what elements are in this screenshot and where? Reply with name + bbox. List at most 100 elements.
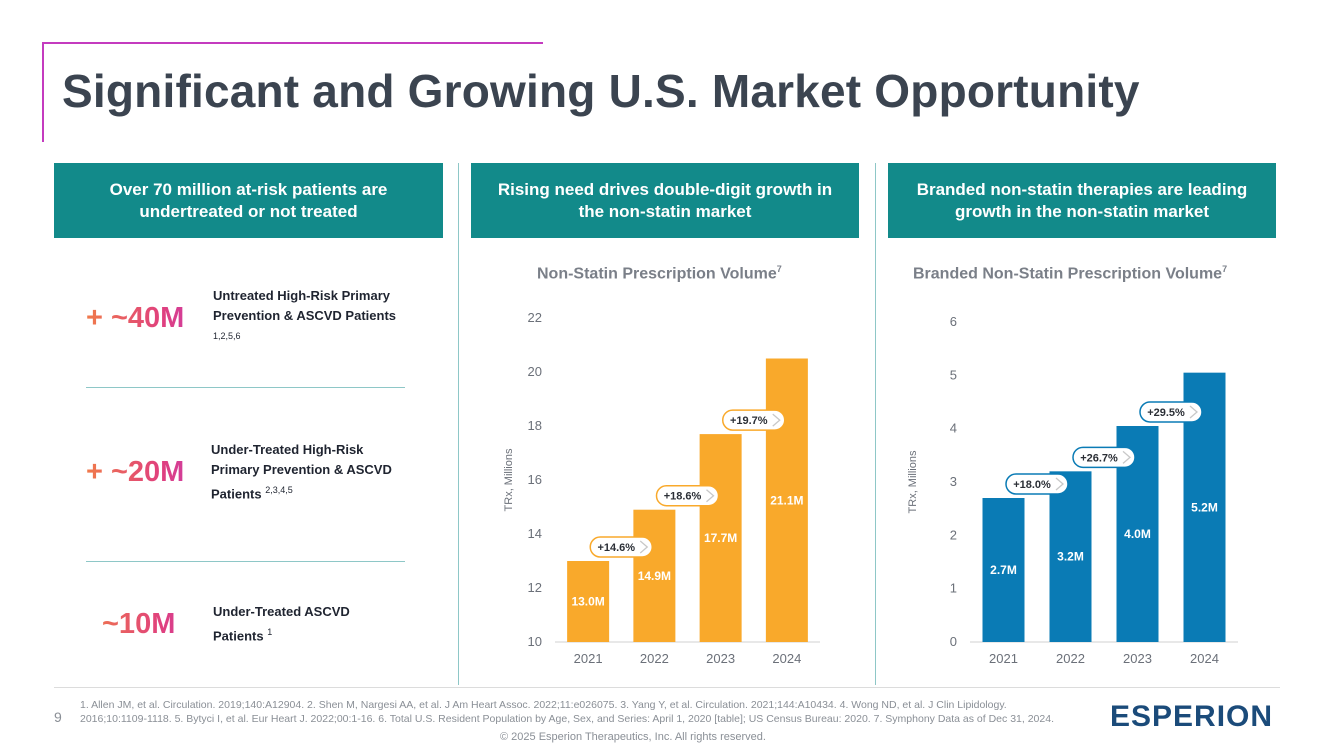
y-tick-label: 16 (528, 472, 542, 487)
title-accent-bar (42, 42, 44, 142)
growth-label: +26.7% (1080, 452, 1118, 464)
chevron-right-icon (772, 413, 781, 427)
page-number: 9 (54, 709, 62, 725)
left-panel-header: Over 70 million at-risk patients are und… (54, 163, 443, 238)
x-tick-label: 2021 (989, 651, 1018, 666)
y-tick-label: 5 (950, 367, 957, 382)
panel-divider-1 (458, 163, 459, 685)
data-label: 5.2M (1191, 500, 1218, 514)
bar-2021 (982, 498, 1025, 642)
footnotes: 1. Allen JM, et al. Circulation. 2019;14… (80, 699, 1054, 725)
stat-label: Under-Treated ASCVD Patients 1 (213, 602, 403, 646)
growth-callout: +26.7% (1072, 446, 1136, 469)
stat-undertreated-prevention: + ~20M Under-Treated High-Risk Primary P… (86, 440, 416, 504)
y-tick-label: 2 (950, 527, 957, 542)
growth-label: +19.7% (730, 415, 768, 427)
stat-undertreated-ascvd: ~10M Under-Treated ASCVD Patients 1 (86, 602, 416, 646)
growth-callout: +18.6% (655, 484, 720, 507)
bar-2024 (765, 358, 808, 642)
x-tick-label: 2024 (772, 651, 801, 666)
data-label: 2.7M (990, 563, 1017, 577)
esperion-logo: ESPERION (1110, 700, 1274, 733)
y-tick-label: 22 (528, 310, 542, 325)
stat-divider-2 (86, 561, 405, 562)
data-label: 4.0M (1124, 527, 1151, 541)
title-accent-line (42, 42, 543, 44)
middle-panel-header: Rising need drives double-digit growth i… (471, 163, 859, 238)
bar-2022 (1049, 471, 1092, 642)
y-tick-label: 0 (950, 634, 957, 649)
y-axis-label: TRx, Millions (503, 448, 515, 511)
stat-value: + ~40M (86, 302, 213, 335)
y-tick-label: 6 (950, 314, 957, 329)
y-tick-label: 12 (528, 580, 542, 595)
y-tick-label: 20 (528, 364, 542, 379)
x-tick-label: 2022 (640, 651, 669, 666)
stat-label: Under-Treated High-Risk Primary Preventi… (211, 440, 401, 504)
growth-callout: +29.5% (1139, 401, 1203, 423)
chevron-right-icon (639, 540, 649, 554)
right-panel-header: Branded non-statin therapies are leading… (888, 163, 1276, 238)
growth-label: +29.5% (1147, 407, 1185, 419)
stat-label-text: Under-Treated ASCVD Patients (213, 604, 350, 644)
x-tick-label: 2021 (574, 651, 603, 666)
y-tick-label: 3 (950, 474, 957, 489)
copyright: © 2025 Esperion Therapeutics, Inc. All r… (500, 731, 766, 743)
y-tick-label: 10 (528, 634, 542, 649)
growth-callout-box (1072, 446, 1136, 469)
chevron-right-icon (706, 489, 715, 503)
growth-label: +14.6% (597, 542, 635, 554)
chevron-right-icon (1189, 405, 1198, 419)
data-label: 3.2M (1057, 550, 1084, 564)
stat-value: + ~20M (86, 456, 211, 489)
stat-label: Untreated High-Risk Primary Prevention &… (213, 286, 413, 350)
growth-callout-box (655, 484, 720, 507)
growth-label: +18.6% (664, 491, 702, 503)
growth-callout-box (1139, 401, 1203, 423)
bar-2021 (567, 561, 610, 642)
chart1-title: Non-Statin Prescription Volume7 (537, 264, 782, 283)
data-label: 13.0M (571, 595, 604, 609)
data-label: 14.9M (638, 569, 671, 583)
y-tick-label: 1 (950, 581, 957, 596)
y-tick-label: 18 (528, 418, 542, 433)
chart2-title-text: Branded Non-Statin Prescription Volume (913, 265, 1223, 283)
stat-value: ~10M (86, 608, 213, 641)
chart1-title-text: Non-Statin Prescription Volume (537, 265, 777, 283)
page-title: Significant and Growing U.S. Market Oppo… (62, 65, 1140, 117)
chart2-title-ref: 7 (1222, 264, 1228, 274)
growth-callout: +18.0% (1005, 473, 1069, 495)
growth-callout-box (589, 536, 653, 558)
stat-label-text: Untreated High-Risk Primary Prevention &… (213, 288, 397, 323)
data-label: 21.1M (770, 493, 803, 507)
growth-callout: +14.6% (589, 536, 653, 558)
growth-callout-box (722, 409, 786, 431)
panel-divider-2 (875, 163, 876, 685)
stat-refs: 1 (267, 627, 273, 637)
footer-rule (54, 687, 1280, 688)
x-tick-label: 2022 (1056, 651, 1085, 666)
y-axis-label: TRx, Millions (907, 450, 919, 513)
data-label: 17.7M (704, 531, 737, 545)
stat-divider-1 (86, 387, 405, 388)
branded-non-statin-bar-chart: 0 1 2 3 4 5 6 TRx, Millions 2021 2.7M 2022 3.2M 2023… (907, 314, 1238, 666)
chevron-right-icon (1055, 477, 1064, 491)
stat-refs: 1,2,5,6 (213, 331, 241, 341)
chevron-right-icon (1122, 450, 1131, 464)
bar-2023 (699, 434, 742, 642)
stat-untreated: + ~40M Untreated High-Risk Primary Preve… (86, 286, 416, 350)
x-tick-label: 2024 (1190, 651, 1219, 666)
growth-callout: +19.7% (722, 409, 786, 431)
growth-callout-box (1005, 473, 1069, 495)
y-tick-label: 14 (528, 526, 542, 541)
stat-refs: 2,3,4,5 (265, 485, 293, 495)
chart2-title: Branded Non-Statin Prescription Volume7 (913, 264, 1227, 283)
bar-2022 (633, 509, 676, 642)
chart1-title-ref: 7 (776, 264, 782, 274)
x-tick-label: 2023 (706, 651, 735, 666)
x-tick-label: 2023 (1123, 651, 1152, 666)
y-tick-label: 4 (950, 421, 957, 436)
growth-label: +18.0% (1013, 479, 1051, 491)
stat-label-text: Under-Treated High-Risk Primary Preventi… (211, 442, 392, 502)
